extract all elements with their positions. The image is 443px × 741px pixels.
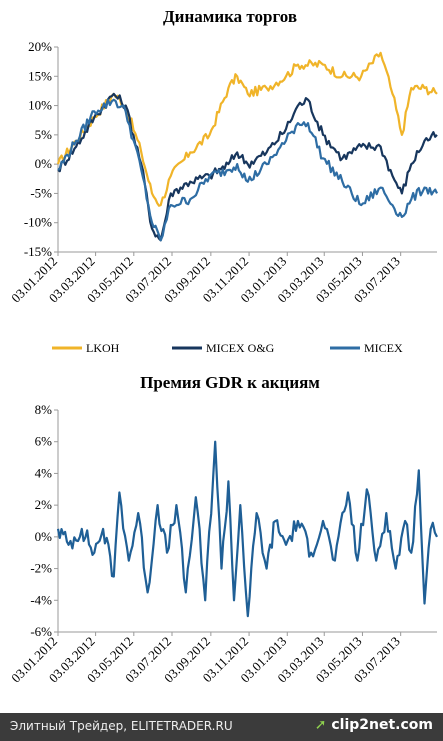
chart1-legend: LKOH MICEX O&G MICEX: [52, 341, 403, 355]
c2-y-tick-label: 6%: [35, 434, 53, 449]
c2-y-tick-label: 2%: [35, 497, 53, 512]
c1-y-tick-label: 0%: [35, 156, 53, 171]
c2-y-tick-label: -2%: [30, 561, 52, 576]
c2-y-tick-label: 0%: [35, 529, 53, 544]
brand-text: clip2net.com: [331, 717, 433, 733]
c2-series-line-0: [56, 440, 438, 618]
chart2-axes: [54, 409, 437, 636]
chart1-series: [56, 51, 438, 242]
footer-bar: Элитный Трейдер, ELITETRADER.RU ➚ clip2n…: [0, 713, 443, 741]
chart2-series: [56, 440, 438, 618]
upload-arrow-icon: ➚: [314, 717, 332, 733]
c1-series-line-2: [57, 98, 438, 242]
c1-series-line-1: [57, 92, 438, 242]
c1-y-tick-label: -10%: [24, 215, 52, 230]
c1-y-tick-label: 20%: [28, 39, 52, 54]
brand-logo[interactable]: ➚ clip2net.com: [315, 717, 433, 733]
c1-y-tick-label: 5%: [35, 127, 53, 142]
chart1-axes: [54, 46, 437, 256]
footer-source: Элитный Трейдер, ELITETRADER.RU: [10, 719, 233, 733]
legend-label-lkoh: LKOH: [86, 341, 120, 355]
c2-y-tick-label: 8%: [35, 402, 53, 417]
c2-y-tick-label: -6%: [30, 624, 52, 639]
c1-y-tick-label: 15%: [28, 68, 52, 83]
c1-series-line-0: [56, 51, 438, 207]
c2-y-tick-label: 4%: [35, 465, 53, 480]
c1-y-tick-label: -5%: [30, 185, 52, 200]
legend-label-micex-og: MICEX O&G: [206, 341, 275, 355]
chart2-y-axis-labels: 8% 6% 4% 2% 0% -2% -4% -6%: [30, 402, 52, 639]
charts-canvas: Динамика торгов 20% 15% 10% 5% 0% -5% -10% -15%…: [8, 7, 438, 686]
c2-y-tick-label: -4%: [30, 592, 52, 607]
chart1-x-axis-labels: 03.01.201203.03.201203.05.201203.07.2012…: [8, 254, 403, 306]
chart2-x-axis-labels: 03.01.201203.03.201203.05.201203.07.2012…: [8, 634, 403, 686]
chart1-title: Динамика торгов: [163, 7, 297, 26]
c1-y-tick-label: 10%: [28, 98, 52, 113]
c1-y-tick-label: -15%: [24, 244, 52, 259]
chart1-y-axis-labels: 20% 15% 10% 5% 0% -5% -10% -15%: [24, 39, 52, 259]
chart2-title: Премия GDR к акциям: [140, 373, 320, 392]
legend-label-micex: MICEX: [364, 341, 403, 355]
